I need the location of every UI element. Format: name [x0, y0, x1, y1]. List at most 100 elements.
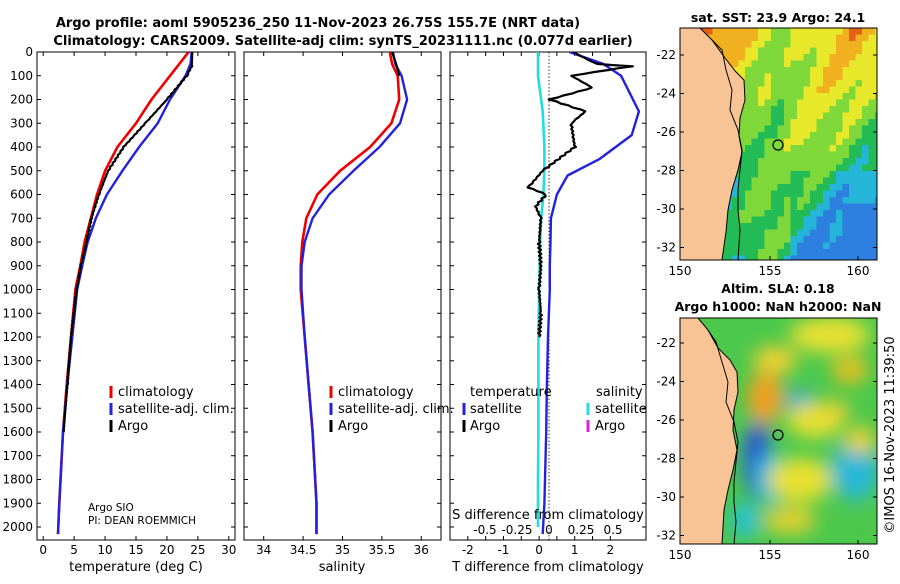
sst-cell [823, 119, 830, 126]
sst-cell [745, 67, 752, 74]
sst-cell [771, 99, 778, 107]
sst-map-axes: 150 155 160 -22 -24 -26 -28 -30 -32 [656, 48, 877, 278]
depth-tick-label: 800 [10, 235, 33, 249]
sst-cell [803, 86, 811, 94]
sst-cell [849, 223, 856, 230]
sst-cell [764, 28, 772, 35]
sst-cell [790, 106, 798, 113]
sst-cell [829, 106, 837, 113]
sst-cell [829, 54, 837, 61]
sst-cell [855, 138, 863, 146]
sst-cell [875, 145, 877, 152]
sst-cell [803, 184, 811, 191]
sst-cell [868, 171, 876, 178]
sst-cell [842, 177, 850, 185]
sst-cell [758, 41, 765, 48]
sst-cell [764, 125, 772, 133]
sst-cell [862, 177, 869, 185]
sst-cell [777, 119, 785, 126]
sst-cell [816, 54, 824, 61]
sst-cell [823, 112, 830, 120]
sst-cell [855, 223, 863, 230]
sst-cell [862, 164, 869, 172]
sst-cell [855, 203, 863, 211]
sst-cell [745, 86, 752, 94]
sst-cell [862, 151, 869, 159]
sst-cell [777, 229, 785, 237]
sst-cell [751, 67, 759, 74]
sst-cell [823, 197, 830, 204]
sst-cell [797, 158, 804, 165]
sst-cell [836, 151, 843, 159]
sst-cell [842, 184, 850, 191]
sst-cell [738, 229, 746, 237]
sst-cell [738, 158, 746, 165]
sst-cell [823, 41, 830, 48]
sst-cell [862, 99, 869, 107]
sst-cell [790, 80, 798, 87]
sst-cell [816, 106, 824, 113]
sst-cell [784, 60, 791, 68]
sst-cell [855, 34, 863, 42]
sst-cell [823, 28, 830, 35]
sst-cell [751, 99, 759, 107]
sst-cell [784, 125, 791, 133]
sst-cell [829, 73, 837, 81]
sst-cell [875, 125, 877, 133]
map-x-tick-label: 150 [669, 548, 692, 562]
sst-cell [875, 184, 877, 191]
sst-cell [751, 177, 759, 185]
sst-cell [745, 73, 752, 81]
sst-cell [810, 236, 817, 243]
x-tick-label: -2 [462, 543, 474, 557]
sst-cell [855, 99, 863, 107]
map-y-tick-label: -24 [656, 375, 676, 389]
sst-cell [816, 249, 824, 256]
sst-cell [855, 242, 863, 250]
sla-map-isobath [707, 329, 739, 544]
sst-cell [777, 93, 785, 100]
sst-cell [855, 125, 863, 133]
sst-cell [855, 210, 863, 217]
sst-cell [764, 223, 772, 230]
sst-cell [790, 60, 798, 68]
sst-cell [797, 255, 804, 260]
sst-cell [816, 80, 824, 87]
sst-cell [790, 171, 798, 178]
sst-cell [810, 197, 817, 204]
sst-cell [823, 34, 830, 42]
sst-cell [784, 80, 791, 87]
sst-cell [764, 132, 772, 139]
sst-cell [751, 197, 759, 204]
sst-cell [868, 54, 876, 61]
sst-cell [745, 54, 752, 61]
sst-cell [745, 138, 752, 146]
sst-cell [855, 145, 863, 152]
sst-cell [842, 216, 850, 224]
sst-cell [810, 164, 817, 172]
sst-cell [771, 249, 778, 256]
sst-cell [797, 190, 804, 198]
sst-cell [875, 249, 877, 256]
sst-cell [868, 125, 876, 133]
sst-cell [725, 47, 733, 55]
sst-cell [862, 86, 869, 94]
sst-cell [790, 67, 798, 74]
sst-cell [816, 223, 824, 230]
sst-cell [797, 132, 804, 139]
sst-cell [732, 203, 739, 211]
sst-cell [836, 93, 843, 100]
sst-cell [810, 171, 817, 178]
sst-cell [868, 249, 876, 256]
sst-cell [790, 158, 798, 165]
sst-cell [764, 54, 772, 61]
sst-cell [751, 28, 759, 35]
x-tick-label: 15 [128, 543, 143, 557]
t-difference-axis-label: T difference from climatology [451, 560, 644, 575]
sst-cell [803, 151, 811, 159]
sst-cell [849, 197, 856, 204]
sst-cell [751, 54, 759, 61]
sst-cell [751, 255, 759, 260]
sst-cell [855, 164, 863, 172]
